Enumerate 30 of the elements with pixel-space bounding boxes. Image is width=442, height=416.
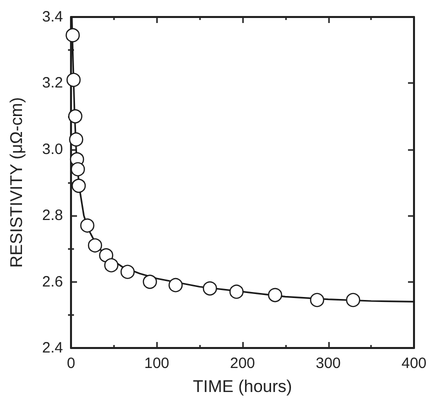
point: [80, 218, 94, 233]
point: [66, 72, 81, 87]
x-tick-label: 100: [144, 355, 170, 372]
point: [310, 292, 324, 308]
x-tick-label: 0: [66, 355, 76, 372]
y-tick-label: 2.6: [42, 273, 63, 290]
y-tick-label: 2.8: [42, 207, 63, 224]
point: [268, 288, 282, 302]
x-axis-title: TIME (hours): [192, 377, 292, 396]
point: [104, 258, 118, 272]
point: [168, 278, 183, 292]
point: [142, 274, 157, 289]
point: [202, 281, 218, 296]
point: [346, 292, 360, 308]
y-tick-label: 3.2: [42, 74, 63, 92]
point: [68, 109, 82, 124]
y-axis-title: RESISTIVITY (μΩ-cm): [7, 97, 26, 268]
point: [229, 284, 244, 299]
y-tick-label: 2.4: [42, 340, 63, 356]
point: [88, 238, 102, 252]
x-tick-label: 200: [230, 355, 256, 372]
x-tick-label: 400: [401, 355, 427, 372]
y-tick-label: 3.4: [42, 8, 63, 26]
point: [120, 264, 135, 279]
x-tick-label: 300: [316, 355, 341, 372]
y-tick-label: 3.0: [42, 140, 63, 158]
point: [72, 178, 86, 193]
point: [66, 28, 80, 42]
point: [69, 132, 84, 147]
point: [70, 162, 85, 176]
